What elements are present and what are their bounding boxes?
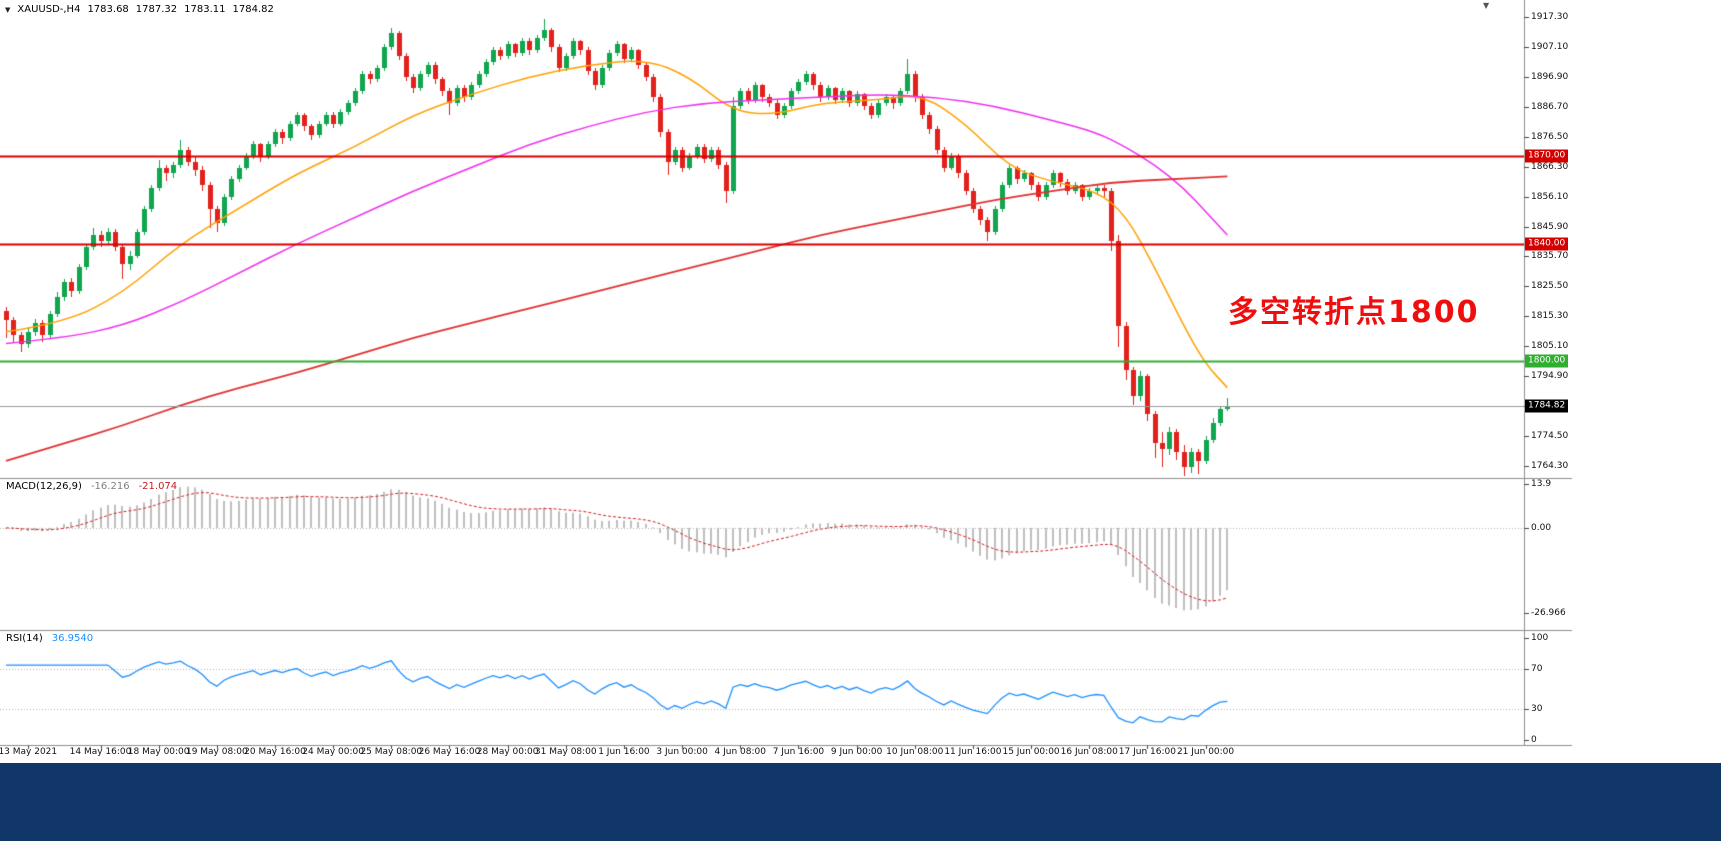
- high-value: 1787.32: [135, 4, 178, 15]
- price-axis-label: 1896.90: [1531, 71, 1569, 82]
- symbol-timeframe-label: XAUUSD-,H4: [17, 4, 81, 15]
- time-axis-label: 1 Jun 16:00: [598, 747, 650, 757]
- price-axis-label: 1794.90: [1531, 371, 1569, 382]
- time-axis-label: 26 May 16:00: [418, 747, 481, 757]
- price-tag: 1840.00: [1525, 237, 1569, 251]
- price-axis-label: 1917.30: [1531, 11, 1569, 22]
- time-axis-label: 21 Jun 00:00: [1176, 747, 1235, 757]
- chart-shift-marker-icon[interactable]: ▼: [1483, 1, 1490, 10]
- price-axis-label: 1835.70: [1531, 251, 1569, 262]
- symbol-marker-icon: ▼: [5, 5, 11, 14]
- price-tag: 1800.00: [1525, 354, 1569, 368]
- time-axis-label: 7 Jun 16:00: [772, 747, 825, 757]
- price-tag: 1784.82: [1525, 399, 1569, 413]
- price-axis-label: 1886.70: [1531, 101, 1569, 112]
- time-axis-label: 4 Jun 08:00: [714, 747, 766, 757]
- macd-signal-value: -21.074: [138, 481, 178, 492]
- chart-ohlc-readout: ▼ XAUUSD-,H4 1783.68 1787.32 1783.11 178…: [5, 4, 274, 15]
- time-axis-label: 15 Jun 00:00: [1002, 747, 1060, 757]
- time-axis-label: 16 Jun 08:00: [1060, 747, 1118, 757]
- time-axis-label: 31 May 08:00: [534, 747, 597, 757]
- time-axis-label: 28 May 00:00: [476, 747, 539, 757]
- price-axis-label: 1845.90: [1531, 221, 1569, 232]
- time-axis-label: 19 May 08:00: [185, 747, 248, 757]
- rsi-axis-label: 0: [1531, 735, 1537, 745]
- rsi-name-label: RSI(14): [6, 633, 43, 644]
- bottom-bar: [0, 763, 1721, 841]
- price-axis-label: 1907.10: [1531, 41, 1569, 52]
- macd-indicator-label: MACD(12,26,9) -16.216 -21.074: [6, 481, 177, 492]
- open-value: 1783.68: [87, 4, 129, 15]
- time-axis-label: 10 Jun 08:00: [886, 747, 944, 757]
- price-axis-label: 1876.50: [1531, 131, 1569, 142]
- macd-main-value: -16.216: [90, 481, 130, 492]
- macd-axis-label: -26.966: [1531, 608, 1566, 618]
- close-value: 1784.82: [232, 4, 274, 15]
- time-axis-label: 13 May 2021: [0, 747, 58, 757]
- rsi-value: 36.9540: [51, 633, 94, 644]
- time-axis-label: 17 Jun 16:00: [1118, 747, 1176, 757]
- time-axis-label: 18 May 00:00: [127, 747, 190, 757]
- rsi-indicator-label: RSI(14) 36.9540: [6, 633, 93, 644]
- rsi-axis-label: 70: [1531, 663, 1543, 674]
- price-axis-label: 1856.10: [1531, 191, 1569, 202]
- rsi-axis-label: 100: [1531, 633, 1549, 643]
- macd-axis-label: 13.9: [1531, 479, 1552, 489]
- annotation-text: 多空转折点1800: [1228, 295, 1480, 330]
- price-axis-label: 1815.30: [1531, 311, 1569, 322]
- price-tag: 1870.00: [1525, 149, 1569, 163]
- time-axis-label: 9 Jun 00:00: [830, 747, 883, 757]
- price-axis-label: 1774.50: [1531, 431, 1569, 442]
- time-axis-label: 24 May 00:00: [302, 747, 364, 757]
- price-axis-label: 1805.10: [1531, 341, 1569, 352]
- macd-axis-label: 0.00: [1531, 522, 1552, 533]
- time-axis-label: 25 May 08:00: [360, 747, 423, 757]
- price-axis-label: 1825.50: [1531, 281, 1569, 292]
- time-axis-label: 20 May 16:00: [244, 747, 306, 757]
- time-axis-label: 3 Jun 00:00: [656, 747, 708, 757]
- time-axis-label: 14 May 16:00: [69, 747, 132, 757]
- macd-name-label: MACD(12,26,9): [6, 481, 82, 492]
- price-axis-label: 1764.30: [1531, 460, 1569, 471]
- rsi-axis-label: 30: [1531, 704, 1543, 715]
- low-value: 1783.11: [184, 4, 226, 15]
- time-axis-label: 11 Jun 16:00: [944, 747, 1002, 757]
- price-axis-label: 1866.30: [1531, 161, 1569, 172]
